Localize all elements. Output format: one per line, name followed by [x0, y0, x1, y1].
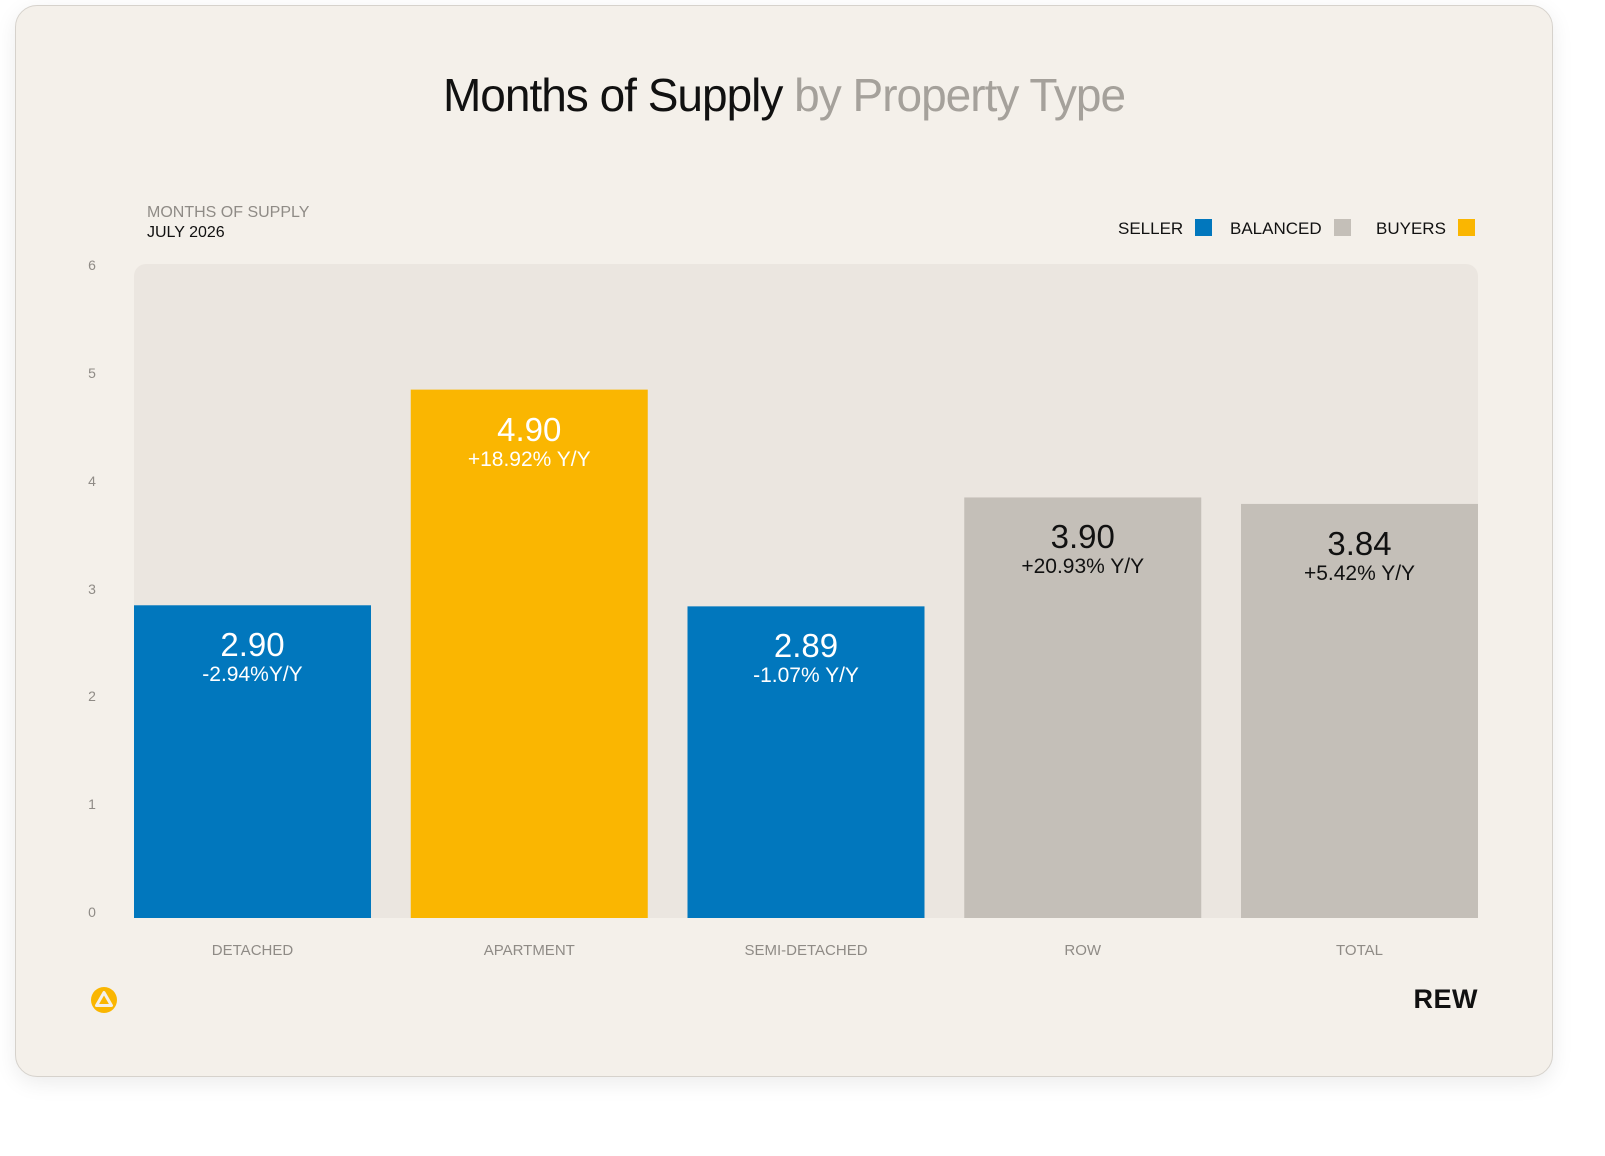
bar-change-label: +5.42% Y/Y	[1303, 561, 1416, 585]
bar-change-label: -1.07% Y/Y	[753, 664, 859, 688]
chart-subtitle-date: JULY 2026	[147, 224, 225, 241]
bar-row	[964, 497, 1202, 918]
y-tick-label: 0	[88, 904, 96, 920]
bar-data-label: 3.84 +5.42% Y/Y	[1241, 524, 1478, 586]
bar-change-label: +18.92% Y/Y	[467, 447, 591, 471]
y-tick-label: 2	[88, 688, 96, 705]
y-tick-label: 4	[88, 472, 96, 489]
legend-item-seller: SELLER	[1118, 219, 1213, 239]
legend-swatch-balanced	[1333, 219, 1351, 236]
chart-title-sub: by Property Type	[794, 69, 1126, 121]
chart-legend: SELLER BALANCED BUYERS	[1118, 219, 1480, 241]
rew-logo-icon	[91, 987, 117, 1013]
bar-semi-detached	[687, 606, 925, 918]
x-tick-label: DETACHED	[211, 942, 294, 959]
bar-data-label: 3.90 +20.93% Y/Y	[964, 519, 1201, 579]
bar-value-label: 4.90	[497, 410, 562, 448]
x-tick-label: SEMI-DETACHED	[744, 942, 868, 959]
y-tick-label: 6	[88, 257, 96, 273]
bar-apartment	[410, 389, 648, 918]
bar-value-label: 3.84	[1327, 524, 1392, 562]
brand-wordmark: REW	[1413, 984, 1478, 1014]
bar-detached	[134, 605, 371, 918]
chart-subtitle-metric: MONTHS OF SUPPLY	[147, 204, 310, 221]
legend-swatch-seller	[1195, 219, 1213, 236]
legend-item-balanced: BALANCED	[1230, 219, 1351, 239]
x-tick-label: ROW	[1064, 942, 1102, 959]
chart-title: Months of Supply by Property Type	[0, 68, 1568, 122]
legend-label-buyers: BUYERS	[1376, 219, 1446, 238]
legend-label-balanced: BALANCED	[1230, 219, 1322, 238]
y-tick-label: 5	[88, 364, 96, 381]
legend-label-seller: SELLER	[1118, 219, 1184, 238]
bar-change-label: +20.93% Y/Y	[1021, 555, 1145, 579]
y-tick-label: 1	[88, 796, 96, 813]
y-tick-label: 3	[88, 580, 96, 597]
bar-value-label: 2.89	[773, 627, 839, 665]
bar-change-label: -2.94%Y/Y	[202, 663, 303, 687]
bar-data-label: 2.90 -2.94%Y/Y	[134, 627, 371, 687]
legend-swatch-buyers	[1457, 219, 1475, 236]
bar-value-label: 3.90	[1050, 518, 1115, 556]
bar-data-label: 2.89 -1.07% Y/Y	[688, 628, 925, 688]
bar-total	[1241, 503, 1478, 918]
bar-value-label: 2.90	[220, 626, 285, 664]
x-tick-label: TOTAL	[1336, 942, 1383, 959]
chart-title-main: Months of Supply	[442, 69, 783, 121]
legend-item-buyers: BUYERS	[1376, 219, 1475, 239]
bar-data-label: 4.90 +18.92% Y/Y	[411, 410, 648, 472]
x-tick-label: APARTMENT	[483, 942, 575, 959]
